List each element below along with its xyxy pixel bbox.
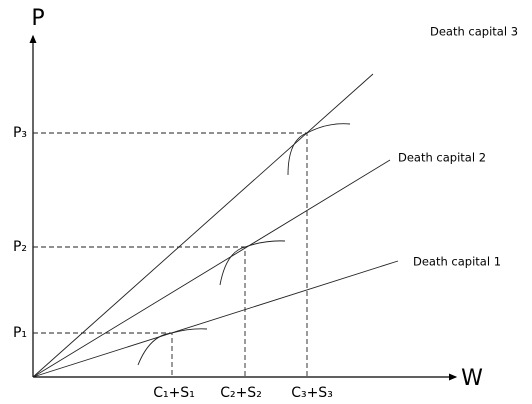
line-2 [32,159,391,378]
line-1 [32,260,399,378]
guide-3 [33,132,308,377]
curve-1 [137,328,208,366]
y-label: P₃ [13,125,27,141]
guide-2 [33,246,246,377]
line-3 [32,73,374,378]
line-label: Death capital 3 [430,25,518,39]
x-label: C₃+S₃ [291,385,333,401]
y-axis-label: P [31,6,44,31]
y-label: P₁ [13,325,27,341]
line-label: Death capital 2 [398,151,486,165]
guide-1 [33,332,173,377]
curve-2 [219,240,286,286]
x-label: C₂+S₂ [220,385,262,401]
y-label: P₂ [13,239,27,255]
line-label: Death capital 1 [413,255,501,269]
curve-3 [287,123,351,176]
x-label: C₁+S₁ [153,385,195,401]
x-axis-label: W [461,366,483,391]
